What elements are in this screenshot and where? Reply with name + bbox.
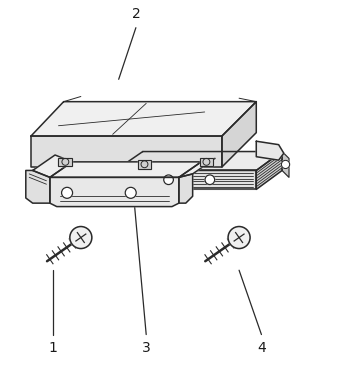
Polygon shape: [31, 102, 256, 136]
Bar: [200, 158, 213, 166]
Polygon shape: [115, 170, 256, 189]
Bar: [138, 160, 151, 169]
Circle shape: [125, 187, 136, 198]
Bar: [58, 158, 72, 166]
Circle shape: [164, 175, 173, 185]
Bar: [138, 160, 151, 169]
Polygon shape: [31, 136, 222, 167]
Bar: [200, 158, 213, 166]
Polygon shape: [222, 102, 256, 167]
Polygon shape: [26, 170, 50, 203]
Polygon shape: [256, 141, 284, 160]
Polygon shape: [256, 151, 282, 189]
Text: 2: 2: [131, 7, 140, 21]
Circle shape: [70, 227, 92, 249]
Circle shape: [62, 187, 73, 198]
Polygon shape: [179, 174, 193, 203]
Polygon shape: [115, 151, 282, 170]
Polygon shape: [282, 151, 289, 177]
Text: 4: 4: [257, 341, 266, 356]
Polygon shape: [179, 158, 215, 177]
Circle shape: [205, 175, 215, 185]
Polygon shape: [50, 162, 201, 177]
Polygon shape: [33, 155, 72, 177]
Circle shape: [228, 227, 250, 249]
Circle shape: [281, 160, 290, 169]
Text: 3: 3: [142, 341, 151, 356]
Polygon shape: [50, 177, 179, 207]
Text: 1: 1: [49, 341, 58, 356]
Bar: [58, 158, 72, 166]
